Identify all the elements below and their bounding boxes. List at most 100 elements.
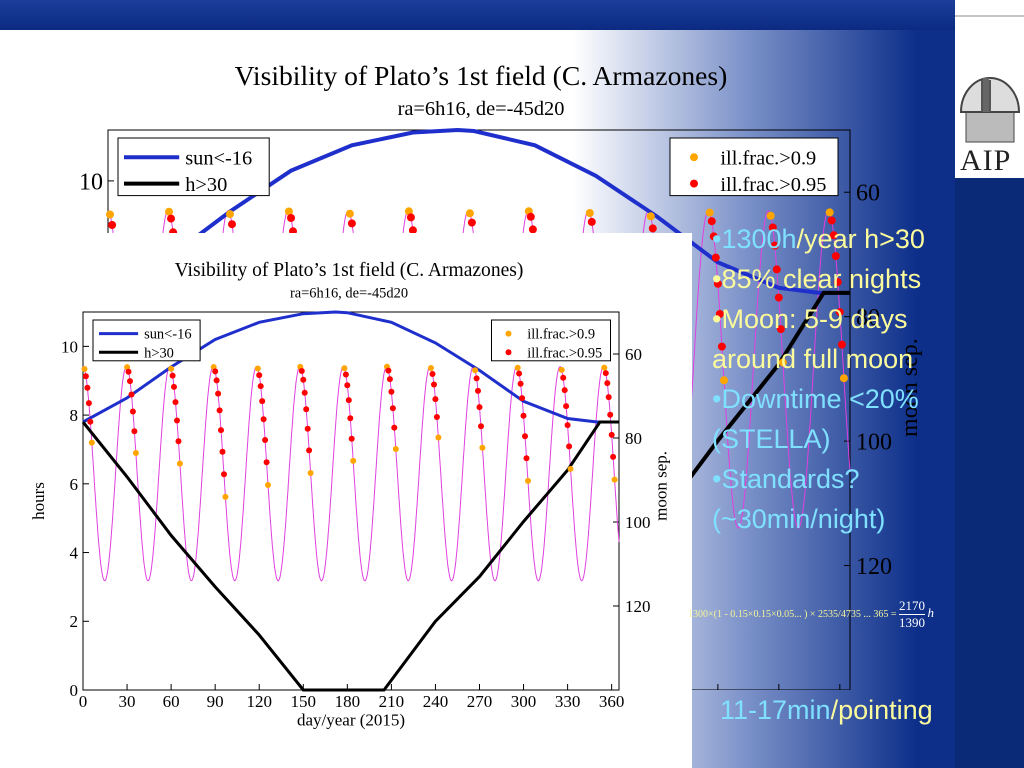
marker-illfrac-095: [129, 408, 136, 415]
formula-left: 1300×(1 - 0.15×0.15×0.05... ) × 2535/473…: [688, 608, 897, 620]
marker-illfrac-095: [715, 310, 724, 318]
marker-illfrac-095: [167, 214, 175, 223]
y-tick-label: 8: [70, 406, 79, 425]
marker-illfrac-09: [132, 450, 139, 456]
chart-subtitle: ra=6h16, de=-45d20: [398, 98, 565, 120]
marker-illfrac-095: [221, 471, 227, 478]
y-tick-label: 6: [70, 475, 79, 494]
marker-illfrac-09: [705, 208, 714, 217]
y-axis-label: hours: [29, 482, 48, 520]
bullet-text: (~30min/night): [712, 504, 886, 534]
x-tick-label: 30: [119, 692, 136, 711]
logo-text: AIP: [960, 144, 1012, 177]
marker-illfrac-095: [127, 378, 133, 385]
marker-illfrac-095: [563, 403, 570, 410]
marker-illfrac-095: [648, 224, 657, 233]
bullet-item: around full moon: [712, 344, 913, 375]
legend-right-box: [491, 319, 611, 362]
marker-illfrac-095: [837, 340, 846, 349]
marker-illfrac-09: [428, 365, 434, 371]
marker-illfrac-095: [707, 217, 716, 226]
y2-tick-label: 120: [625, 597, 651, 616]
marker-illfrac-09: [226, 210, 234, 219]
y2-tick-label: 80: [856, 305, 880, 331]
marker-illfrac-095: [175, 438, 182, 445]
x-tick-label: 300: [511, 692, 537, 711]
marker-illfrac-095: [125, 368, 132, 375]
legend-left: sun<-16 h>30: [117, 137, 270, 197]
marker-illfrac-095: [520, 412, 527, 419]
marker-illfrac-09: [392, 446, 399, 452]
marker-illfrac-095: [347, 219, 356, 228]
bullet-item: •Moon: 5-9 days: [712, 304, 908, 335]
y-tick-label: 10: [79, 169, 103, 195]
x-tick-label: 180: [335, 692, 361, 711]
marker-illfrac-095: [528, 225, 537, 234]
marker-illfrac-09: [350, 457, 357, 464]
marker-illfrac-09: [839, 374, 848, 383]
marker-illfrac-095: [262, 437, 269, 443]
marker-illfrac-095: [429, 371, 436, 377]
marker-illfrac-09: [435, 434, 442, 441]
marker-illfrac-095: [774, 293, 783, 302]
marker-illfrac-095: [478, 423, 484, 430]
marker-illfrac-09: [341, 365, 348, 372]
bullet-text: •85% clear nights: [712, 264, 922, 294]
legend-label: sun<-16: [144, 327, 191, 343]
y-tick-label: 2: [70, 612, 79, 631]
bullet-text: •Standards?: [712, 464, 860, 494]
marker-illfrac-095: [213, 377, 220, 384]
legend-right-box: [669, 137, 839, 197]
marker-illfrac-095: [607, 411, 614, 418]
marker-illfrac-09: [766, 211, 775, 220]
marker-illfrac-09: [558, 366, 565, 373]
x-axis-label: day/year (2015): [297, 711, 405, 730]
marker-illfrac-095: [300, 376, 307, 383]
marker-illfrac-09: [165, 207, 173, 216]
marker-illfrac-095: [84, 384, 91, 391]
y2-tick-label: 100: [856, 430, 892, 456]
marker-illfrac-095: [517, 380, 524, 387]
marker-illfrac-09: [646, 212, 655, 221]
marker-illfrac-09: [81, 366, 88, 372]
marker-illfrac-095: [385, 367, 392, 374]
marker-illfrac-09: [222, 493, 229, 500]
bullet-text: around full moon: [712, 344, 914, 374]
marker-illfrac-095: [432, 396, 439, 403]
formula-top: 2170: [898, 598, 925, 615]
marker-illfrac-095: [827, 216, 836, 225]
marker-illfrac-095: [587, 217, 596, 226]
marker-illfrac-095: [608, 431, 615, 438]
marker-illfrac-095: [172, 399, 179, 406]
legend-label: ill.frac.>0.9: [720, 147, 816, 169]
footer-text: 11-17min: [720, 695, 831, 725]
y2-axis-label: moon sep.: [897, 338, 923, 437]
bullet-item: •Downtime <20%: [712, 384, 919, 415]
legend-marker: [505, 349, 512, 356]
marker-illfrac-095: [256, 372, 263, 379]
marker-illfrac-095: [560, 374, 567, 381]
bullet-text: •Moon: 5-9 days: [712, 304, 908, 334]
marker-illfrac-095: [605, 394, 612, 401]
marker-illfrac-095: [711, 253, 720, 262]
marker-illfrac-09: [307, 470, 314, 476]
marker-illfrac-095: [709, 232, 718, 241]
marker-illfrac-095: [835, 308, 844, 317]
marker-illfrac-095: [388, 388, 395, 395]
sun-line: [106, 127, 850, 295]
marker-illfrac-095: [431, 381, 437, 388]
bullet-item: •Standards?: [712, 464, 860, 495]
marker-illfrac-095: [770, 241, 779, 250]
marker-illfrac-09: [88, 439, 95, 446]
chart-foreground: Visibility of Plato’s 1st field (C. Arma…: [0, 233, 692, 768]
marker-illfrac-095: [526, 212, 535, 221]
formula-unit: h: [927, 604, 934, 620]
legend-label: h>30: [185, 174, 227, 196]
marker-illfrac-095: [776, 325, 785, 334]
x-tick-label: 330: [555, 692, 581, 711]
marker-illfrac-09: [465, 209, 474, 218]
marker-illfrac-09: [525, 477, 531, 484]
y2-tick-label: 100: [625, 513, 651, 532]
y2-tick-label: 80: [625, 429, 642, 448]
bullet-item: •1300h/year h>30: [712, 224, 925, 255]
